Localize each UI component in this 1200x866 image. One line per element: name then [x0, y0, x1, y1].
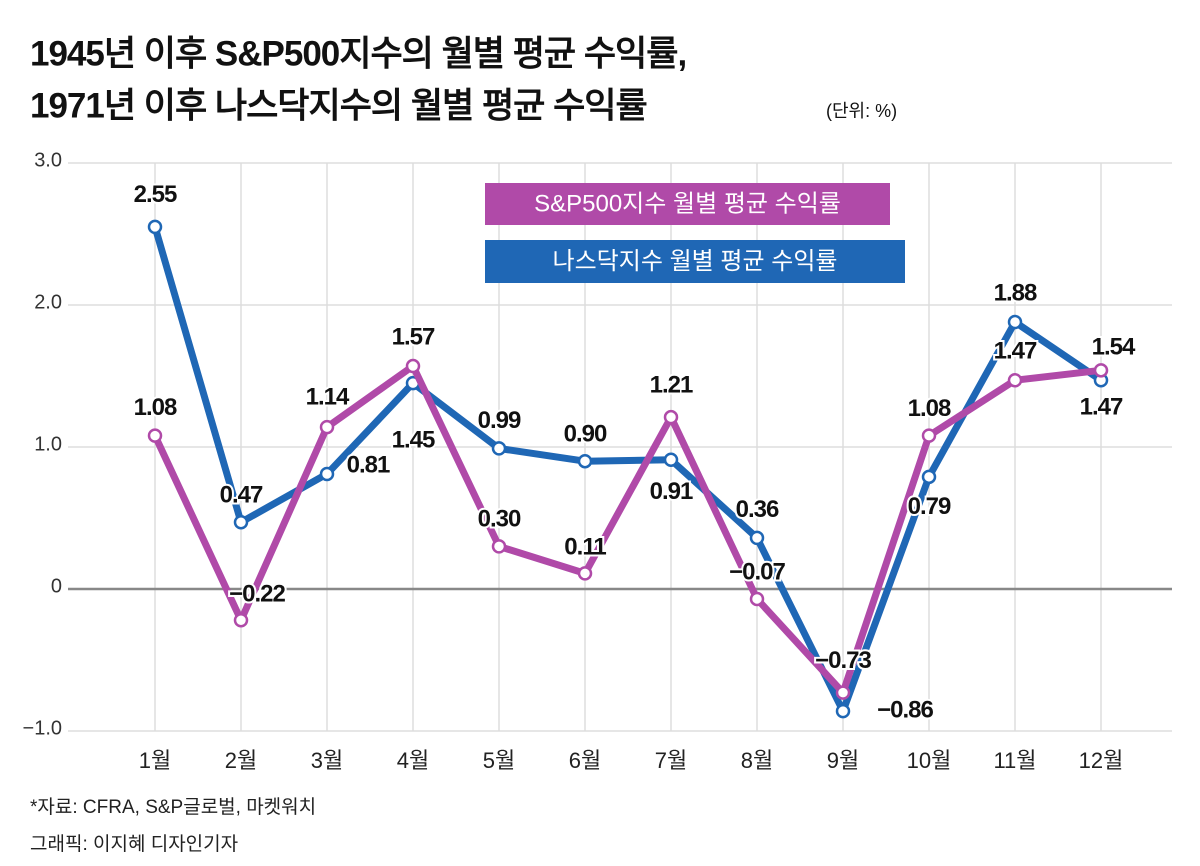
x-tick-label: 10월 [907, 748, 952, 773]
marker [835, 703, 851, 719]
value-label: 1.08 [134, 394, 177, 421]
y-tick-label: 3.0 [34, 149, 62, 171]
chart-title: 1971년 이후 나스닥지수의 월별 평균 수익률 [30, 86, 647, 125]
line [151, 225, 1103, 715]
legend-swatch [485, 240, 905, 283]
value-label: 2.55 [134, 181, 177, 208]
x-tick-label: 12월 [1079, 748, 1124, 773]
value-label: 0.99 [478, 407, 521, 434]
y-tick-label: 2.0 [34, 291, 62, 313]
marker [491, 441, 507, 456]
chart-title: 1945년 이후 S&P500지수의 월별 평균 수익률, [30, 34, 686, 73]
value-label: 0.91 [650, 478, 693, 505]
marker [577, 453, 593, 469]
marker [1093, 363, 1109, 378]
x-tick-label: 5월 [483, 748, 515, 773]
marker [405, 358, 421, 374]
source: *자료: CFRA, S&P글로벌, 마켓워치 [30, 796, 316, 818]
value-label: 0.79 [908, 493, 951, 520]
marker [749, 530, 765, 546]
marker [1007, 373, 1023, 388]
marker [147, 428, 163, 443]
value-label: 1.14 [306, 383, 350, 410]
x-tick-label: 7월 [655, 748, 687, 773]
marker [577, 566, 593, 581]
marker [147, 219, 163, 235]
x-tick-label: 1월 [139, 748, 171, 773]
marker [491, 539, 507, 554]
x-tick-label: 8월 [741, 748, 773, 773]
marker [1007, 314, 1023, 330]
credit: 그래픽: 이지혜 디자인기자 [30, 833, 238, 855]
value-label: 1.57 [392, 323, 435, 350]
x-tick-label: 2월 [225, 748, 257, 773]
marker [663, 452, 679, 468]
legend-label: S&P500지수 월별 평균 수익률 [534, 190, 841, 217]
value-label: 0.81 [347, 451, 390, 478]
value-label: 1.47 [1080, 394, 1123, 421]
marker [233, 612, 249, 628]
x-tick-label: 4월 [397, 748, 429, 773]
value-label: 1.88 [994, 279, 1037, 306]
value-label: −0.73 [815, 647, 871, 674]
x-tick-label: 9월 [827, 748, 859, 773]
x-tick-label: 3월 [311, 748, 343, 773]
marker [835, 685, 851, 700]
legend-label: 나스닥지수 월별 평균 수익률 [553, 248, 838, 275]
legend-swatch [485, 183, 890, 225]
y-tick-label: 1.0 [34, 433, 62, 455]
value-label: 1.45 [392, 426, 435, 453]
value-label: 1.21 [650, 372, 693, 399]
value-label: −0.86 [877, 696, 933, 723]
y-tick-label: −1.0 [23, 717, 62, 739]
marker [233, 515, 249, 530]
line [151, 362, 1102, 697]
value-label: 0.30 [478, 506, 521, 533]
value-label: 0.47 [220, 482, 263, 509]
marker [749, 591, 765, 607]
marker [319, 466, 335, 482]
x-tick-label: 11월 [993, 748, 1036, 773]
value-label: 0.90 [564, 421, 607, 448]
y-tick-label: 0 [51, 575, 62, 597]
value-label: 1.47 [994, 338, 1037, 365]
value-label: −0.07 [729, 558, 785, 585]
value-label: 1.08 [908, 395, 951, 422]
marker [921, 469, 937, 485]
marker [663, 409, 679, 425]
value-label: 0.11 [564, 534, 606, 561]
value-label: 0.36 [736, 496, 779, 523]
x-tick-label: 6월 [569, 748, 601, 773]
value-label: −0.22 [229, 581, 285, 608]
marker [319, 419, 335, 435]
value-label: 1.54 [1092, 334, 1136, 361]
unit-label: (단위: %) [826, 101, 897, 121]
marker [921, 428, 937, 443]
